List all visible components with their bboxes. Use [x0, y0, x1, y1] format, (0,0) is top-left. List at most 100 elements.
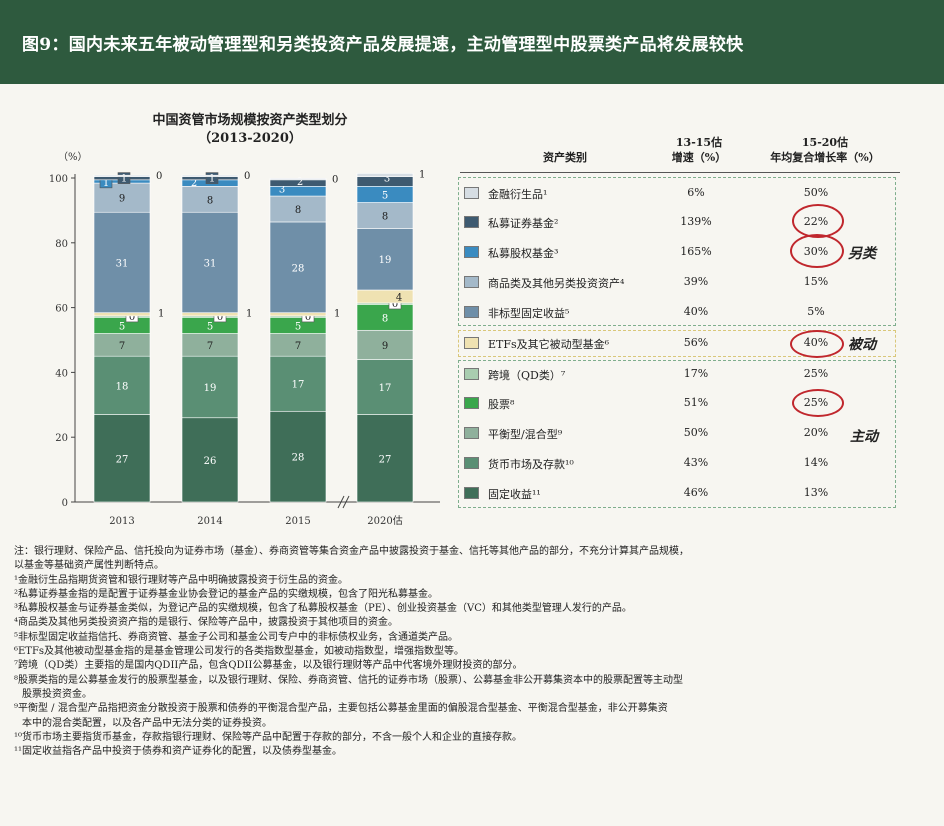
x-tick-label: 2014 [197, 516, 222, 527]
cagr-value: 13% [803, 486, 829, 499]
value-label: 1 [158, 309, 164, 320]
header-growth-line2: 增速（%） [671, 151, 727, 164]
value-label: 1 [121, 174, 127, 185]
growth-value: 46% [683, 486, 709, 499]
category-label: 私募股权基金³ [488, 247, 559, 260]
bar-segment [181, 211, 239, 313]
value-label: 7 [119, 341, 125, 352]
bar-segment [93, 414, 151, 503]
y-tick-label: 20 [55, 433, 68, 444]
bar-segment [269, 178, 327, 181]
bar-segment [269, 355, 327, 412]
y-tick-label: 80 [55, 239, 68, 250]
value-label: 1 [246, 309, 252, 320]
value-label: 31 [204, 258, 217, 269]
bar-segment [356, 173, 414, 177]
swatch-nonstandard-fixed-income [464, 306, 479, 318]
bar-segment [93, 312, 151, 317]
category-label: 金融衍生品¹ [488, 188, 548, 201]
table-row: 固定收益¹¹ 46% 13% [456, 480, 896, 507]
value-label: 5 [207, 321, 213, 332]
category-label: 货币市场及存款¹⁰ [488, 458, 574, 471]
note-line: ⁸股票类指的是公募基金发行的股票型基金，以及银行理财、保险、券商资管、信托的证券… [14, 674, 684, 686]
note-line: 本中的混合类配置，以及各产品中无法分类的证券投资。 [22, 717, 272, 729]
value-label: 18 [116, 381, 129, 392]
note-line: ¹金融衍生品指期货资管和银行理财等产品中明确披露投资于衍生品的资金。 [14, 574, 349, 586]
growth-value: 56% [683, 336, 709, 349]
table-row: 商品类及其他另类投资资产⁴ 39% 15% [456, 269, 896, 296]
group-label-alt: 另类 [848, 246, 876, 262]
table-row: 跨境（QD类）⁷ 17% 25% [456, 361, 896, 388]
y-axis-label: （%） [58, 151, 88, 163]
table-row: 金融衍生品¹ 6% 50% [456, 180, 896, 207]
table-header-category: 资产类别 [520, 150, 610, 165]
value-label: 7 [295, 341, 301, 352]
value-label: 17 [292, 380, 305, 391]
value-label: 5 [382, 190, 388, 201]
y-tick-label: 100 [49, 174, 68, 185]
bar-segment [181, 174, 239, 177]
table-row: 货币市场及存款¹⁰ 43% 14% [456, 450, 896, 477]
swatch-balanced [464, 427, 479, 439]
swatch-cross-border [464, 368, 479, 380]
bar-segment [269, 410, 327, 503]
highlight-circle-30 [790, 234, 844, 268]
category-label: 平衡型/混合型⁹ [488, 428, 563, 441]
value-label: 3 [384, 174, 390, 185]
note-line: ¹⁰货币市场主要指货币基金，存款指银行理财、保险等产品中配置于存款的部分，不含一… [14, 731, 523, 743]
swatch-commodities [464, 276, 479, 288]
value-label: 1 [334, 309, 340, 320]
value-label: 26 [204, 456, 217, 467]
header-banner: 图9：国内未来五年被动管理型和另类投资产品发展提速，主动管理型中股票类产品将发展… [0, 0, 944, 84]
value-label: 1 [419, 169, 425, 180]
chart-title-main: 中国资管市场规模按资产类型划分 [152, 113, 348, 128]
bar-segment [93, 355, 151, 415]
table-row: 平衡型/混合型⁹ 50% 20% [456, 420, 896, 447]
growth-value: 40% [683, 305, 709, 318]
swatch-derivatives [464, 187, 479, 199]
bar-segment [269, 221, 327, 313]
growth-value: 51% [683, 396, 709, 409]
value-label: 3 [279, 184, 285, 195]
table-header-growth: 13-15估 增速（%） [654, 135, 744, 165]
x-tick-label: 2013 [109, 516, 134, 527]
table-header-cagr: 15-20估 年均复合增长率（%） [755, 135, 895, 165]
header-growth-line1: 13-15估 [675, 136, 723, 149]
header-category-label: 资产类别 [543, 151, 587, 164]
growth-value: 43% [683, 456, 709, 469]
note-line: ⁷跨境（QD类）主要指的是国内QDII产品，包含QDII公募基金，以及银行理财等… [14, 660, 523, 672]
highlight-circle-25 [792, 389, 844, 417]
value-label: 8 [382, 211, 388, 222]
value-label: 9 [119, 194, 125, 205]
swatch-private-securities [464, 216, 479, 228]
note-line: ²私募证券基金指的是配置于证券基金业协会登记的基金产品的实缴规模，包含了阳光私募… [14, 588, 439, 600]
table-header-rule [460, 172, 900, 173]
value-label: 9 [382, 341, 388, 352]
cagr-value: 14% [803, 456, 829, 469]
swatch-equity [464, 397, 479, 409]
y-tick-label: 40 [55, 368, 68, 379]
bar-segment [181, 186, 239, 213]
cagr-value: 20% [803, 426, 829, 439]
bar-segment [269, 312, 327, 317]
cagr-value: 50% [803, 186, 829, 199]
cagr-value: 25% [803, 367, 829, 380]
figure-title: 图9：国内未来五年被动管理型和另类投资产品发展提速，主动管理型中股票类产品将发展… [22, 35, 744, 55]
axis-break-mark [342, 495, 350, 509]
category-label: ETFs及其它被动型基金⁶ [488, 338, 610, 351]
value-label: 0 [392, 299, 398, 310]
value-label: 1 [103, 178, 109, 189]
value-label: 2 [191, 178, 197, 189]
note-line: 注：银行理财、保险产品、信托投向为证券市场（基金）、券商资管等集合资金产品中披露… [14, 546, 689, 557]
group-box-alt [458, 177, 896, 326]
bar-segment [181, 417, 239, 503]
value-label: 7 [207, 341, 213, 352]
value-label: 8 [382, 313, 388, 324]
value-label: 5 [295, 321, 301, 332]
value-label: 27 [116, 454, 129, 465]
note-line: ³私募股权基金与证券基金类似，为登记产品的实缴规模，包含了私募股权基金（PE）、… [14, 603, 632, 615]
note-line: ⁶ETFs及其他被动型基金指的是基金管理公司发行的各类指数型基金，如被动指数型，… [14, 646, 465, 658]
value-label: 0 [244, 171, 250, 182]
y-tick-label: 60 [55, 304, 68, 315]
